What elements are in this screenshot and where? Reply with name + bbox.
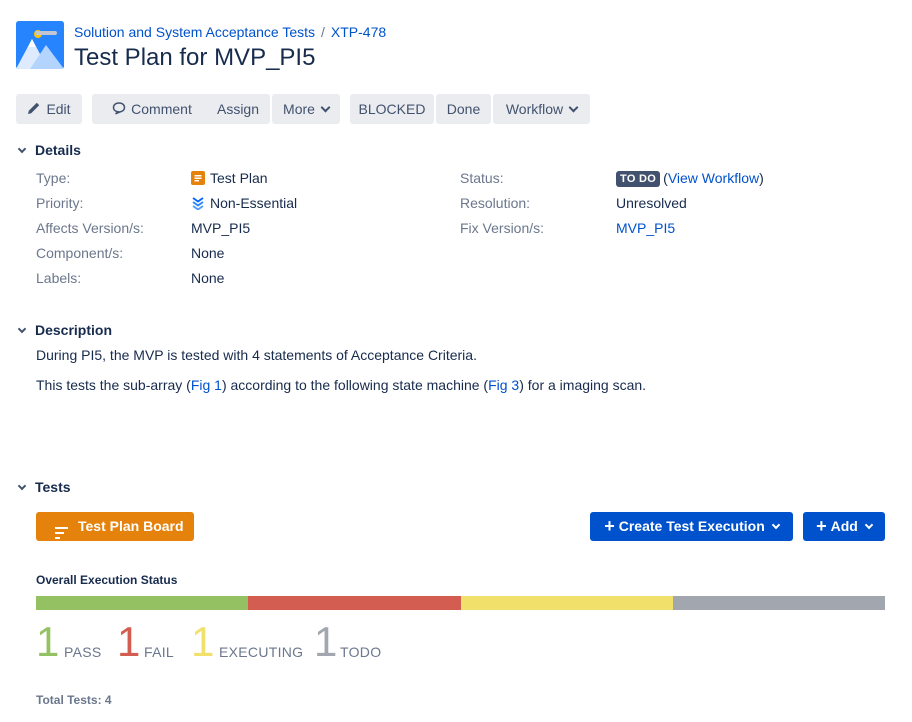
chevron-down-icon [568,102,579,113]
description-line-1: During PI5, the MVP is tested with 4 sta… [36,347,477,363]
breadcrumb-separator: / [321,24,325,40]
paren-open: ( [663,170,668,186]
create-test-execution-label: Create Test Execution [618,518,765,534]
chevron-down-icon [17,324,27,334]
chevron-down-icon [320,102,331,113]
status-label-pass: PASS [64,644,102,660]
done-button[interactable]: Done [436,94,491,124]
workflow-button-label: Workflow [505,101,564,117]
status-label-fail: FAIL [144,644,174,660]
type-value-text: Test Plan [210,170,268,186]
assign-button[interactable]: Assign [206,94,270,124]
mountain-icon [16,21,64,69]
blocked-button[interactable]: BLOCKED [350,94,434,124]
test-plan-board-button[interactable]: Test Plan Board [36,512,194,541]
speech-bubble-icon [112,95,126,125]
component-label: Component/s: [36,245,124,261]
chevron-down-icon [17,481,27,491]
comment-button[interactable]: Comment [92,94,212,124]
resolution-label: Resolution: [460,195,531,211]
tests-heading: Tests [35,479,71,495]
description-heading: Description [35,322,113,338]
status-label-executing: EXECUTING [219,644,304,660]
view-workflow-link[interactable]: View Workflow [667,170,760,186]
description-section-toggle[interactable]: Description [16,320,112,340]
fix-version-label: Fix Version/s: [460,220,545,236]
status-bar-segment-executing[interactable] [460,596,673,610]
fix-version-link[interactable]: MVP_PI5 [616,220,676,236]
breadcrumb-project-link[interactable]: Solution and System Acceptance Tests [74,24,315,40]
status-label: Status: [460,170,504,186]
create-test-execution-button[interactable]: + Create Test Execution [590,512,793,541]
breadcrumb-issue-key-link[interactable]: XTP-478 [330,24,387,40]
status-bar-segment-fail[interactable] [248,596,461,610]
test-plan-icon [191,170,205,190]
resolution-value: Unresolved [616,195,687,211]
add-button-label: Add [830,518,858,534]
description-text: ) for a imaging scan. [519,377,647,393]
fig-1-link[interactable]: Fig 1 [190,377,222,393]
overall-execution-status-title: Overall Execution Status [36,573,178,587]
details-section-toggle[interactable]: Details [16,140,81,160]
workflow-button[interactable]: Workflow [493,94,590,124]
details-heading: Details [35,142,81,158]
test-plan-board-label: Test Plan Board [78,518,184,534]
description-text: ) according to the following state machi… [221,377,489,393]
execution-status-bar [36,596,885,610]
fig-3-link[interactable]: Fig 3 [488,377,520,393]
description-line-2: This tests the sub-array (Fig 1) accordi… [36,375,646,395]
more-button[interactable]: More [272,94,340,124]
description-text: This tests the sub-array ( [36,377,191,393]
status-count-fail: 1 [117,618,141,665]
affects-version-label: Affects Version/s: [36,220,144,236]
edit-button[interactable]: Edit [16,94,82,124]
paren-close: ) [759,170,764,186]
plus-icon: + [604,516,615,536]
status-bar-segment-pass[interactable] [36,596,249,610]
issue-title: Test Plan for MVP_PI5 [74,44,316,71]
labels-label: Labels: [36,270,82,286]
plus-icon: + [816,516,827,536]
project-avatar[interactable] [16,21,64,69]
edit-button-label: Edit [46,101,71,117]
pencil-icon [27,95,41,125]
status-count-pass: 1 [36,618,60,665]
status-count-executing: 1 [191,618,215,665]
priority-value-text: Non-Essential [210,195,298,211]
labels-value: None [191,270,225,286]
tests-section-toggle[interactable]: Tests [16,477,71,497]
component-value: None [191,245,225,261]
status-value: TO DO (View Workflow) [616,168,764,188]
add-button[interactable]: + Add [803,512,885,541]
status-label-todo: TODO [340,644,382,660]
priority-label: Priority: [36,195,84,211]
chevron-down-icon [17,144,27,154]
chevrons-down-icon [191,195,205,215]
more-button-label: More [283,101,315,117]
priority-value: Non-Essential [191,193,297,215]
breadcrumb: Solution and System Acceptance Tests / XTP… [74,22,386,42]
status-count-todo: 1 [314,618,338,665]
chevron-down-icon [771,520,781,530]
status-badge: TO DO [616,171,661,187]
chevron-down-icon [864,520,874,530]
type-label: Type: [36,170,71,186]
total-tests: Total Tests: 4 [36,693,112,707]
affects-version-value: MVP_PI5 [191,220,251,236]
comment-button-label: Comment [131,101,192,117]
status-bar-segment-todo[interactable] [672,596,885,610]
type-value: Test Plan [191,168,268,190]
list-lines-icon [55,520,68,549]
